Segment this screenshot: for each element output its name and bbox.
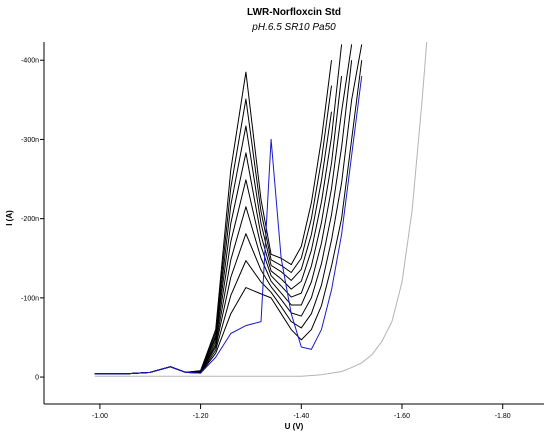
x-tick-label: -1.20	[193, 413, 209, 420]
x-tick-label: -1.60	[394, 413, 410, 420]
series-line	[94, 60, 353, 375]
series-line	[94, 60, 333, 375]
y-axis-label: I (A)	[5, 210, 14, 226]
y-tick-label: -400n	[21, 58, 39, 65]
chart-title: LWR-Norfloxcin Std	[247, 7, 341, 18]
x-tick-label: -1.40	[293, 413, 309, 420]
x-tick-label: -1.00	[92, 413, 108, 420]
series-line	[94, 75, 363, 375]
series-line	[94, 42, 428, 377]
y-tick-label: -200n	[21, 216, 39, 223]
y-tick-label: -300n	[21, 137, 39, 144]
y-tick-label: 0	[35, 375, 39, 382]
chart-subtitle: pH.6.5 SR10 Pa50	[251, 22, 336, 33]
x-axis-label: U (V)	[285, 422, 304, 431]
y-tick-label: -100n	[21, 295, 39, 302]
x-tick-label: -1.80	[495, 413, 511, 420]
plot-area	[94, 42, 428, 377]
